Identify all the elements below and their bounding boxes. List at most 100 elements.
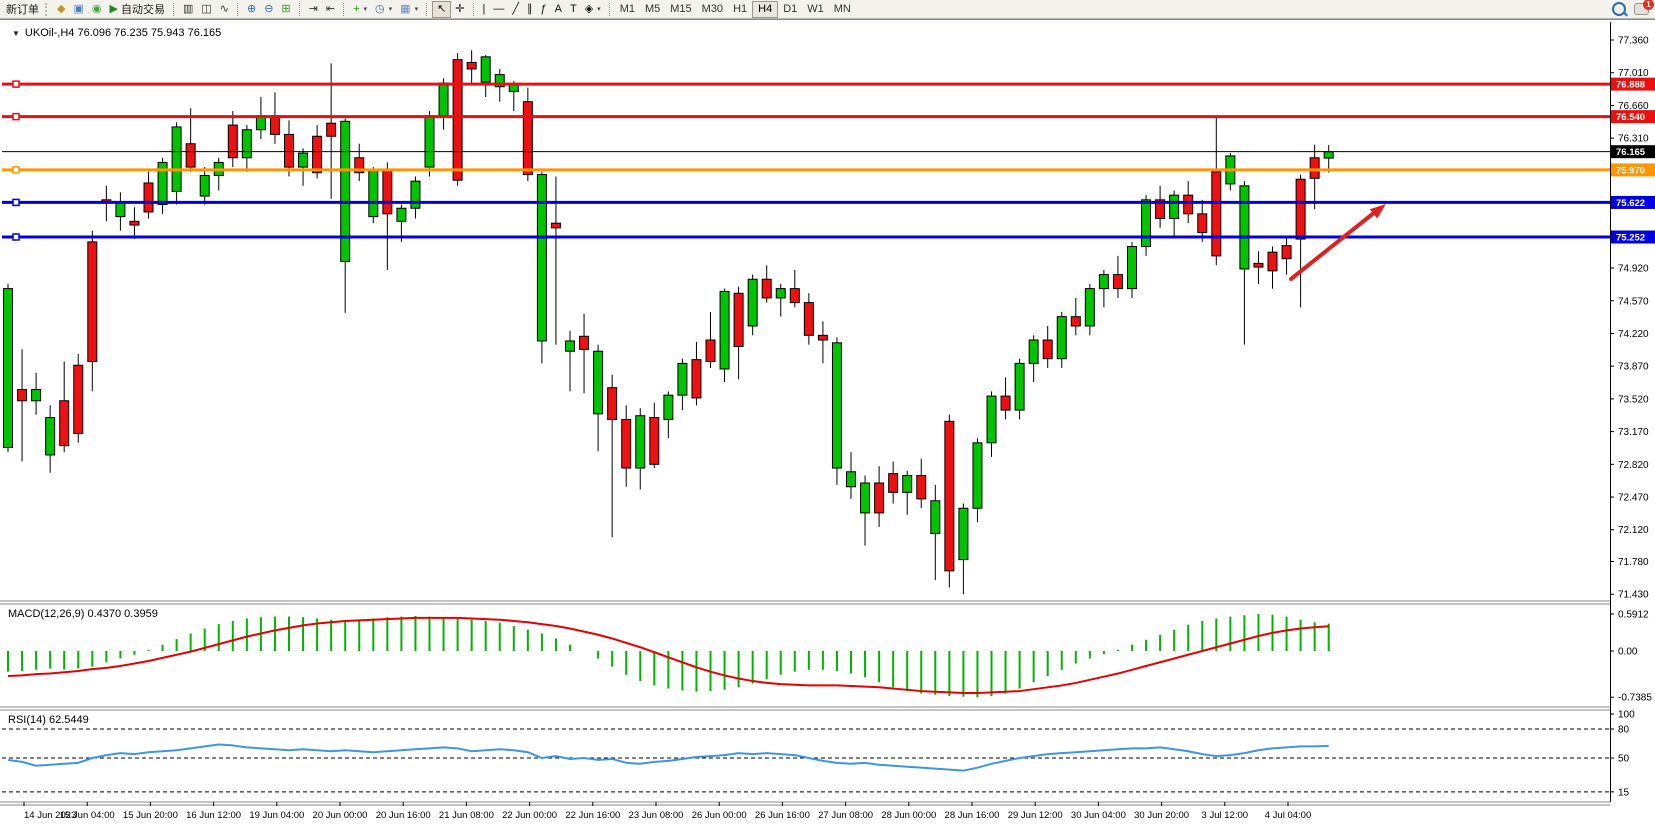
chevron-down-icon: ▼ bbox=[12, 28, 20, 38]
time-axis-label: 22 Jun 16:00 bbox=[565, 810, 620, 821]
cursor-tool[interactable]: ↖ bbox=[432, 0, 452, 18]
svg-text:74.920: 74.920 bbox=[1618, 264, 1649, 275]
svg-text:73.520: 73.520 bbox=[1618, 394, 1649, 405]
templates-icon[interactable]: ▦ ▾ bbox=[396, 1, 422, 18]
horizontal-line-tool: — bbox=[493, 2, 505, 15]
chat-icon[interactable]: 1 bbox=[1634, 0, 1654, 15]
svg-text:15: 15 bbox=[1618, 787, 1630, 798]
timeframe-m15[interactable]: M15 bbox=[670, 3, 692, 15]
toolbar-separator bbox=[343, 2, 345, 16]
templates-icon-dropdown[interactable]: ▾ bbox=[414, 6, 419, 13]
zoom-out-icon[interactable]: ⊖ bbox=[260, 1, 277, 18]
timeframe-toolbar: M1 M5 M15 M30 H1 H4 D1 W1 MN bbox=[615, 0, 856, 18]
alerts-icon[interactable]: ◉ bbox=[88, 1, 106, 18]
chart-shift-icon[interactable]: ⇤ bbox=[322, 1, 339, 18]
svg-text:0.00: 0.00 bbox=[1618, 647, 1638, 658]
horizontal-line-tool[interactable]: — bbox=[489, 1, 508, 18]
timeframe-h1[interactable]: H1 bbox=[733, 3, 748, 15]
profiles-icon: ▣ bbox=[73, 2, 84, 15]
zoom-in-icon[interactable]: ⊕ bbox=[243, 1, 260, 18]
time-axis-label: 23 Jun 08:00 bbox=[629, 810, 684, 821]
autotrade-label: 自动交易 bbox=[120, 4, 165, 16]
vertical-line-tool[interactable]: | bbox=[479, 1, 490, 18]
indicators-icon[interactable]: + ▾ bbox=[349, 1, 371, 18]
svg-text:75.622: 75.622 bbox=[1616, 198, 1645, 209]
text-label-tool[interactable]: T bbox=[566, 1, 581, 18]
candlestick-chart-icon[interactable]: ◫ bbox=[197, 1, 215, 18]
svg-text:74.570: 74.570 bbox=[1618, 296, 1649, 307]
time-axis-label: 30 Jun 20:00 bbox=[1134, 810, 1189, 821]
line-chart-icon: ∿ bbox=[219, 2, 229, 15]
svg-text:76.888: 76.888 bbox=[1616, 80, 1645, 91]
svg-text:76.540: 76.540 bbox=[1616, 112, 1645, 123]
time-axis-label: 27 Jun 08:00 bbox=[818, 810, 873, 821]
svg-text:0.5912: 0.5912 bbox=[1618, 609, 1649, 620]
toolbar-separator bbox=[472, 2, 475, 16]
toolbar-separator bbox=[172, 2, 175, 16]
rsi-label: RSI(14) 62.5449 bbox=[8, 714, 89, 726]
autotrading-button[interactable]: ▶ 自动交易 bbox=[105, 1, 168, 18]
text-tool[interactable]: A bbox=[551, 1, 566, 18]
timeframe-m5[interactable]: M5 bbox=[644, 3, 661, 15]
tile-windows-icon[interactable]: ⊞ bbox=[277, 1, 294, 18]
svg-text:75.252: 75.252 bbox=[1616, 233, 1645, 244]
bar-chart-icon[interactable]: ▥ bbox=[179, 1, 197, 18]
profiles-icon[interactable]: ▣ bbox=[69, 1, 87, 18]
periods-icon[interactable]: ◷ ▾ bbox=[371, 1, 396, 18]
cursor-tool: ↖ bbox=[437, 2, 447, 15]
toolbar-separator bbox=[608, 2, 611, 16]
svg-text:77.010: 77.010 bbox=[1618, 68, 1649, 79]
arrows-tool[interactable]: ◈ ▾ bbox=[581, 1, 605, 18]
time-axis-label: 4 Jul 04:00 bbox=[1265, 810, 1311, 821]
price-chart[interactable]: 77.36077.01076.66076.31075.96075.61075.2… bbox=[0, 20, 1655, 826]
time-axis-label: 30 Jun 04:00 bbox=[1071, 810, 1126, 821]
svg-text:71.430: 71.430 bbox=[1618, 590, 1649, 601]
arrows-tool-dropdown[interactable]: ▾ bbox=[597, 6, 601, 13]
time-axis-label: 19 Jun 04:00 bbox=[249, 810, 304, 821]
macd-label: MACD(12,26,9) 0.4370 0.3959 bbox=[8, 608, 158, 620]
fibonacci-tool[interactable]: ƒ bbox=[537, 1, 551, 18]
timeframe-m30[interactable]: M30 bbox=[701, 3, 724, 15]
timeframe-mn[interactable]: MN bbox=[833, 3, 851, 15]
time-axis-label: 3 Jul 12:00 bbox=[1202, 810, 1248, 821]
svg-text:72.470: 72.470 bbox=[1618, 493, 1649, 504]
line-chart-icon[interactable]: ∿ bbox=[216, 1, 233, 18]
time-axis-label: 15 Jun 20:00 bbox=[123, 810, 178, 821]
svg-text:77.360: 77.360 bbox=[1618, 36, 1649, 47]
timeframe-w1[interactable]: W1 bbox=[807, 3, 824, 15]
timeframe-d1[interactable]: D1 bbox=[783, 3, 798, 15]
chart-shift-icon: ⇤ bbox=[325, 2, 336, 15]
time-axis-label: 20 Jun 00:00 bbox=[313, 810, 368, 821]
svg-text:75.970: 75.970 bbox=[1616, 165, 1645, 176]
svg-text:76.310: 76.310 bbox=[1618, 134, 1649, 145]
crosshair-tool[interactable]: ✛ bbox=[451, 1, 468, 18]
timeframe-h4[interactable]: H4 bbox=[752, 0, 779, 18]
svg-text:-0.7385: -0.7385 bbox=[1618, 693, 1652, 704]
time-axis-label: 29 Jun 12:00 bbox=[1008, 810, 1063, 821]
candlestick-chart-icon: ◫ bbox=[201, 2, 212, 15]
svg-text:73.870: 73.870 bbox=[1618, 362, 1649, 373]
toolbar-separator bbox=[298, 2, 301, 16]
timeframe-m1[interactable]: M1 bbox=[619, 3, 635, 15]
svg-text:72.120: 72.120 bbox=[1618, 525, 1649, 536]
trendline-tool: ╱ bbox=[512, 2, 519, 15]
periods-icon-dropdown[interactable]: ▾ bbox=[388, 6, 393, 13]
svg-text:71.780: 71.780 bbox=[1618, 557, 1649, 568]
tile-windows-icon: ⊞ bbox=[281, 2, 291, 15]
market-watch-icon: ◆ bbox=[57, 2, 66, 15]
new-order-button[interactable]: 新订单 bbox=[6, 4, 39, 16]
svg-text:74.220: 74.220 bbox=[1618, 329, 1649, 340]
indicators-icon-dropdown[interactable]: ▾ bbox=[363, 6, 368, 13]
time-axis-label: 26 Jun 16:00 bbox=[755, 810, 810, 821]
time-axis-label: 20 Jun 16:00 bbox=[376, 810, 431, 821]
chart-window[interactable]: 77.36077.01076.66076.31075.96075.61075.2… bbox=[0, 19, 1655, 826]
toolbar-separator bbox=[426, 2, 428, 16]
notification-badge: 1 bbox=[1643, 0, 1654, 10]
market-watch-icon[interactable]: ◆ bbox=[53, 1, 69, 18]
svg-text:80: 80 bbox=[1618, 724, 1630, 735]
auto-scroll-icon[interactable]: ⇥ bbox=[305, 1, 322, 18]
trendline-tool[interactable]: ╱ bbox=[508, 1, 523, 18]
chart-title-text: UKOil-,H4 76.096 76.235 75.943 76.165 bbox=[24, 27, 222, 39]
channel-tool[interactable]: ∥ bbox=[523, 1, 537, 18]
search-icon[interactable] bbox=[1612, 2, 1626, 16]
